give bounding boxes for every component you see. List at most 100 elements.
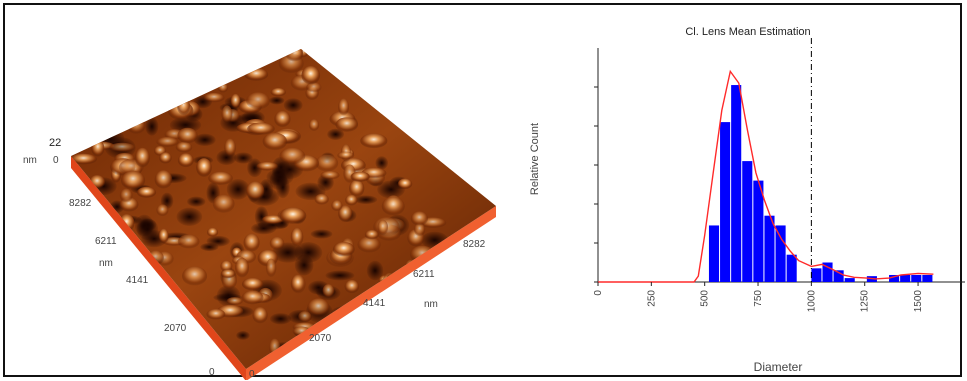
surface-bump [285,49,304,62]
surface-bump [279,147,306,165]
surface-bump [381,196,405,216]
diameter-histogram-chart: 0 250 500 750 1000 1250 1500 Cl. Lens Mean Est… [529,26,965,374]
surface-bump [290,227,304,247]
histogram-bar [775,225,786,282]
histogram-bar [742,161,753,282]
surface-pit [194,133,216,146]
surface-bump [134,147,150,168]
surface-bump [262,132,288,151]
histogram-bar [833,270,844,282]
surface-pit [145,117,159,136]
histogram-fit-curve [598,38,934,283]
surface-bump [91,139,105,157]
surface-bump [156,204,169,217]
surface-pit [247,158,263,178]
surface-bump [270,87,286,97]
surface-bump [127,117,146,134]
surface-bump [377,219,389,236]
afm-3d-surface-panel: 22 nm 0 8282 6211 nm 4141 2070 0 0 2070 … [23,49,496,380]
surface-bump [120,170,146,190]
surface-pit [206,235,230,247]
surface-pit [325,270,355,281]
surface-bump [235,257,250,278]
surface-bump [196,158,212,178]
surface-bump [177,127,198,144]
surface-bump [226,297,243,306]
surface-bump [241,277,264,291]
surface-bump [306,82,322,93]
y-axis-label: Relative Count [529,123,541,195]
surface-bump [119,188,133,203]
surface-bump [335,117,359,133]
x-tick-label: 6211 [413,269,435,280]
surface-bump [314,193,329,205]
surface-bump [274,110,291,128]
histogram-ticks: 0 250 500 750 1000 1250 1500 [593,282,924,312]
surface-bump [308,119,320,132]
surface-bump [360,133,388,149]
histogram-bar [708,225,720,282]
histogram-bar [922,274,933,282]
histogram-bars [708,85,933,282]
surface-bump [158,228,169,244]
surface-bump [269,236,285,251]
surface-bump [177,97,191,116]
surface-bump [246,92,270,110]
surface-bump [338,98,350,116]
x-tick-label: 250 [646,290,657,307]
surface-bump [224,138,236,158]
surface-bump [349,179,365,198]
surface-pit [236,330,250,340]
surface-pit [310,229,333,239]
x-tick-label: 1250 [860,290,871,313]
histogram-bar [844,278,855,282]
surface-pit [327,128,345,141]
surface-bump [177,153,194,168]
surface-pit [354,195,378,205]
surface-bump [156,136,179,148]
surface-bump [241,290,264,305]
surface-pit [269,96,285,105]
surface-bump [345,194,358,206]
x-tick-label: 0 [593,290,604,296]
surface-pit [269,313,292,325]
surface-bump [307,298,330,317]
surface-bump [245,181,265,201]
surface-bump [182,266,208,286]
surface-bump [206,308,226,320]
histogram-bar [786,254,797,282]
surface-bump [247,122,275,136]
surface-bump [290,274,306,294]
surface-bump [265,258,277,278]
y-tick-label: 8282 [69,198,92,209]
histogram-bar [731,85,742,282]
histogram-bar [753,180,764,282]
surface-bump [175,141,193,153]
surface-bump [322,284,335,299]
y-tick-label: 0 [209,367,215,378]
histogram-bar [764,215,775,282]
surface-pit [187,196,206,207]
x-tick-label: 1000 [806,290,817,313]
surface-bump [243,233,260,252]
surface-bump [320,170,340,180]
x-tick-label: 750 [753,290,764,307]
surface-pit [375,156,389,170]
surface-bump [212,194,235,214]
surface-bump [397,178,413,190]
surface-bump [301,65,321,85]
surface-pit [233,152,253,164]
z-min-label: 0 [53,155,59,166]
surface-bump [344,279,360,294]
surface-bump [298,311,312,323]
surface-bump [221,105,233,124]
surface-bump [332,241,355,257]
z-max-label: 22 [49,137,61,149]
surface-bump [357,236,381,253]
x-tick-label: 1500 [913,290,924,313]
surface-bump [410,211,429,226]
surface-pit [176,207,203,226]
surface-bump [177,234,200,249]
figure-frame: 22 nm 0 8282 6211 nm 4141 2070 0 0 2070 … [3,3,965,380]
surface-bump [279,207,307,225]
